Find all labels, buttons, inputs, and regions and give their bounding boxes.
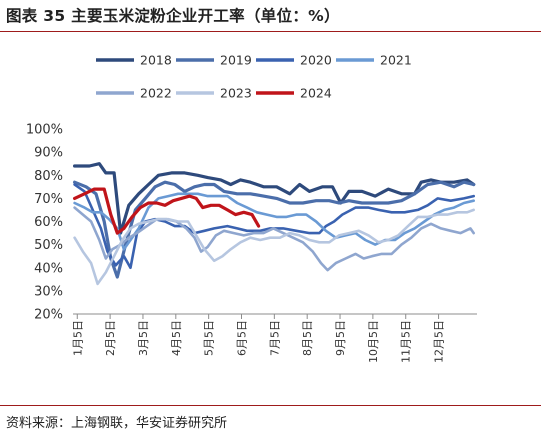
x-tick-label: 2月5日: [104, 320, 117, 356]
legend-label-2018: 2018: [140, 53, 172, 68]
axes: 20% 30% 40% 50% 60% 70% 80% 90% 100% 1月5日 2月5日 3月5日…: [26, 123, 477, 363]
series-line-2021: [73, 192, 475, 251]
y-tick-label: 60%: [34, 215, 63, 230]
series-lines: [73, 162, 476, 286]
y-tick-label: 50%: [34, 238, 63, 253]
x-tick-label: 12月5日: [433, 320, 446, 363]
y-tick-label: 90%: [34, 146, 63, 161]
legend-label-2020: 2020: [300, 53, 332, 68]
x-tick-label: 3月5日: [137, 320, 150, 356]
legend-label-2019: 2019: [220, 53, 252, 68]
series-line-2020: [73, 183, 475, 270]
series-line-2024: [73, 187, 261, 235]
figure-title: 图表 35 主要玉米淀粉企业开工率（单位：%）: [6, 7, 340, 25]
series-line-2022: [73, 206, 475, 272]
legend-label-2023: 2023: [220, 86, 252, 101]
source-rule: [0, 405, 541, 406]
y-tick-label: 80%: [34, 169, 63, 184]
x-tick-label: 1月5日: [71, 320, 84, 356]
title-rule: [0, 31, 541, 32]
y-tick-label: 30%: [34, 284, 63, 299]
y-tick-label: 70%: [34, 192, 63, 207]
legend: 2018 2019 2020 2021 2022 2023 2024: [96, 53, 412, 101]
series-line-2023: [73, 208, 475, 286]
y-tick-label: 20%: [34, 308, 63, 323]
line-chart: 2018 2019 2020 2021 2022 2023 2024 20% 30% 40% 50…: [26, 53, 477, 363]
x-tick-label: 9月5日: [334, 320, 347, 356]
y-tick-label: 40%: [34, 261, 63, 276]
x-tick-label: 7月5日: [268, 320, 281, 356]
legend-label-2021: 2021: [380, 53, 412, 68]
x-tick-label: 8月5日: [301, 320, 314, 356]
y-tick-label: 100%: [26, 123, 63, 138]
source-note: 资料来源：上海钢联，华安证券研究所: [6, 416, 228, 431]
x-tick-label: 4月5日: [170, 320, 183, 356]
x-tick-label: 11月5日: [400, 320, 413, 363]
legend-label-2024: 2024: [300, 86, 332, 101]
x-tick-label: 5月5日: [203, 320, 216, 356]
x-tick-label: 10月5日: [367, 320, 380, 363]
series-line-2019: [73, 180, 476, 279]
x-tick-label: 6月5日: [235, 320, 248, 356]
legend-label-2022: 2022: [140, 86, 172, 101]
